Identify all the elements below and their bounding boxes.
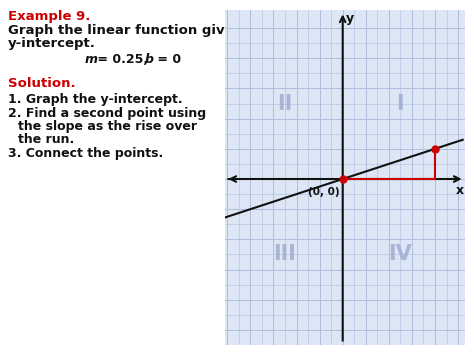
Text: y-intercept.: y-intercept. xyxy=(8,37,96,50)
Text: Solution.: Solution. xyxy=(8,77,76,90)
Text: 1. Graph the y-intercept.: 1. Graph the y-intercept. xyxy=(8,93,182,106)
Text: I: I xyxy=(397,94,404,114)
Text: Example 9.: Example 9. xyxy=(8,10,91,23)
Text: II: II xyxy=(277,94,292,114)
Text: x: x xyxy=(456,185,464,197)
Text: = 0: = 0 xyxy=(153,53,181,66)
Text: (0, 0): (0, 0) xyxy=(308,187,339,197)
Text: Graph the linear function given the following slope and: Graph the linear function given the foll… xyxy=(8,24,424,37)
Text: III: III xyxy=(273,245,296,264)
Text: y: y xyxy=(346,12,354,26)
Text: IV: IV xyxy=(389,245,412,264)
Text: the run.: the run. xyxy=(18,133,74,146)
Text: m: m xyxy=(85,53,98,66)
Text: the slope as the rise over: the slope as the rise over xyxy=(18,120,197,133)
Text: = 0.25,: = 0.25, xyxy=(93,53,153,66)
Text: 3. Connect the points.: 3. Connect the points. xyxy=(8,147,163,160)
Text: b: b xyxy=(145,53,154,66)
Text: 2. Find a second point using: 2. Find a second point using xyxy=(8,107,206,120)
